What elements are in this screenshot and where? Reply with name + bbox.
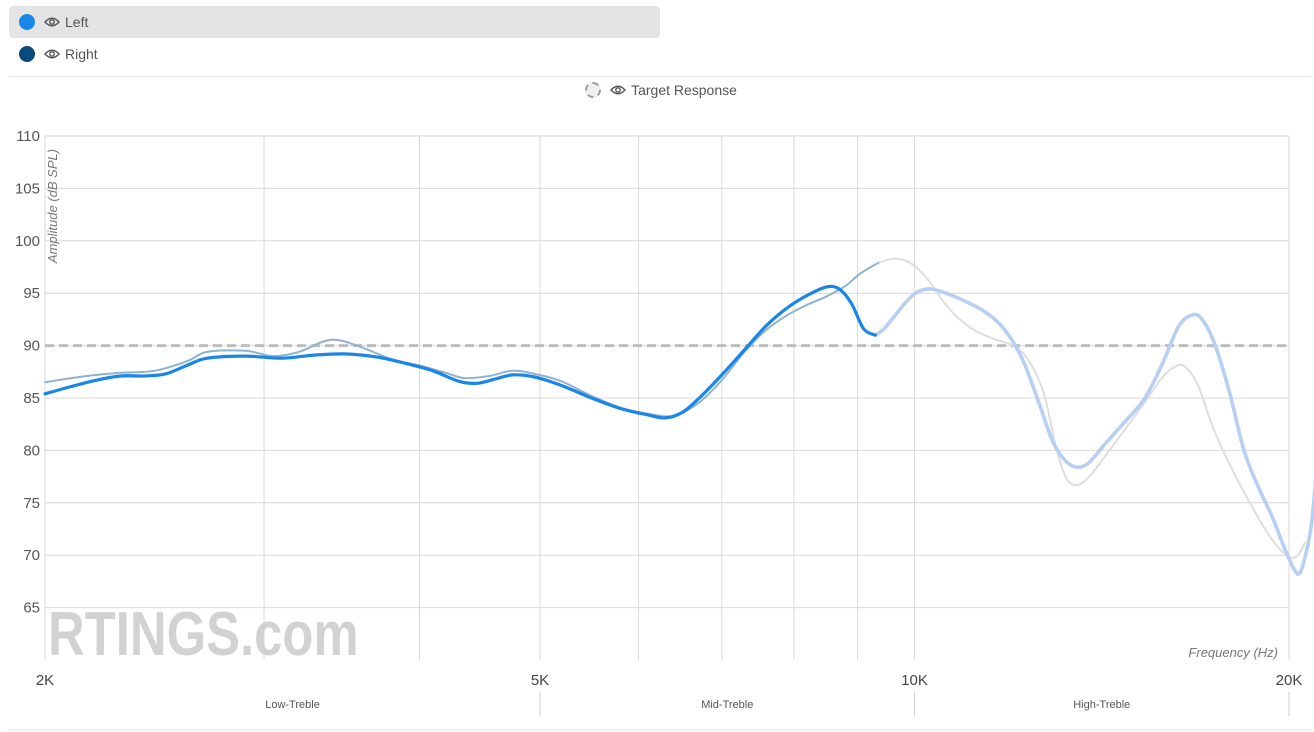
- region-label: Mid-Treble: [701, 699, 753, 711]
- grid: [45, 136, 1289, 660]
- y-axis-label: Amplitude (dB SPL): [45, 149, 60, 264]
- y-tick-label: 70: [23, 547, 40, 564]
- region-label: High-Treble: [1073, 699, 1130, 711]
- x-tick-label: 20K: [1276, 672, 1303, 689]
- series-right-faded-line: [878, 259, 1305, 558]
- series: [45, 259, 1314, 575]
- y-tick-label: 75: [23, 495, 40, 512]
- x-axis-label: Frequency (Hz): [1188, 645, 1278, 660]
- y-tick-label: 65: [23, 600, 40, 617]
- region-label: Low-Treble: [265, 699, 320, 711]
- x-tick-label: 2K: [36, 672, 54, 689]
- y-tick-label: 85: [23, 390, 40, 407]
- x-tick-label: 10K: [901, 672, 928, 689]
- y-tick-label: 110: [16, 128, 40, 145]
- watermark: RTINGS.com: [48, 600, 359, 669]
- x-tick-label: 5K: [531, 672, 549, 689]
- regions: Low-Treble Mid-Treble High-Treble: [9, 692, 1311, 730]
- series-left-faded-line: [875, 289, 1314, 574]
- y-tick-label: 80: [23, 442, 40, 459]
- y-tick-label: 95: [23, 285, 40, 302]
- y-tick-label: 90: [23, 338, 40, 355]
- y-tick-label: 100: [15, 233, 40, 250]
- y-tick-label: 105: [15, 180, 40, 197]
